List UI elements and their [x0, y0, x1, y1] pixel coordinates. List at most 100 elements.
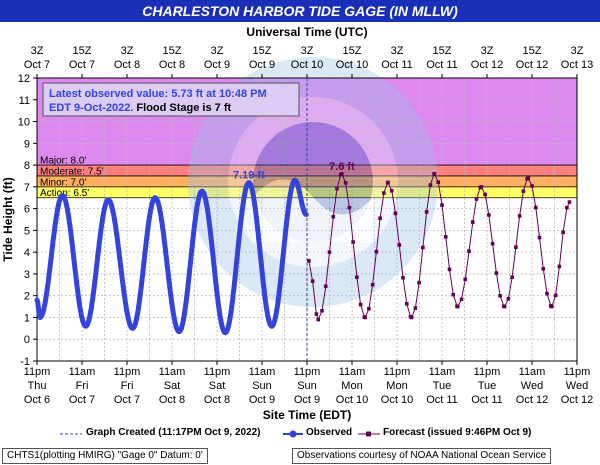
- info-box-frame: [42, 82, 300, 117]
- forecast-point: [550, 304, 554, 309]
- forecast-point: [521, 189, 526, 193]
- top-tick-label-time: 15Z: [253, 45, 272, 57]
- legend-forecast: Forecast (issued 9:46PM Oct 9): [383, 427, 532, 438]
- forecast-point: [316, 317, 321, 322]
- forecast-point: [331, 214, 336, 219]
- forecast-point: [517, 214, 522, 218]
- bottom-tick-label-day: Thu: [28, 380, 47, 392]
- peak-label: 7.6 ft: [329, 161, 355, 173]
- forecast-point: [537, 235, 542, 240]
- top-tick-label-date: Oct 12: [471, 59, 503, 71]
- forecast-point: [510, 275, 514, 279]
- y-tick-label: 6: [24, 204, 30, 216]
- bottom-tick-label-time: 11pm: [24, 366, 51, 378]
- bottom-tick-label-day: Sat: [209, 380, 226, 392]
- forecast-point: [386, 180, 390, 185]
- band-label-action: Action: 6.5': [40, 188, 89, 199]
- bottom-tick-label-time: 11am: [249, 366, 276, 378]
- top-tick-label-time: 15Z: [73, 45, 92, 57]
- y-tick-label: 7: [24, 182, 30, 194]
- bottom-tick-label-date: Oct 12: [561, 394, 593, 406]
- forecast-point: [367, 306, 371, 311]
- forecast-point: [436, 180, 441, 184]
- top-tick-label-date: Oct 8: [159, 59, 185, 71]
- forecast-point: [310, 279, 315, 283]
- bottom-tick-label-time: 11pm: [384, 366, 411, 378]
- top-tick-label-time: 3Z: [391, 45, 404, 57]
- top-tick-label-time: 3Z: [481, 45, 494, 57]
- forecast-point: [404, 301, 409, 306]
- bottom-tick-label-day: Tue: [433, 380, 452, 392]
- forecast-point: [370, 282, 375, 287]
- forecast-point: [467, 249, 471, 253]
- bottom-tick-label-time: 11pm: [204, 366, 231, 378]
- bottom-axis-title: Site Time (EDT): [263, 408, 351, 422]
- forecast-point: [474, 197, 479, 201]
- forecast-point: [514, 245, 518, 249]
- forecast-point: [502, 304, 507, 309]
- y-tick-label: 8: [24, 160, 30, 172]
- top-tick-label-time: 15Z: [343, 45, 362, 57]
- top-tick-label-time: 3Z: [301, 45, 314, 57]
- forecast-point: [421, 245, 425, 250]
- forecast-point: [553, 293, 558, 298]
- top-tick-label-date: Oct 13: [561, 59, 593, 71]
- forecast-point: [526, 176, 531, 180]
- bottom-tick-label-time: 11am: [69, 366, 96, 378]
- forecast-point: [541, 266, 546, 271]
- bottom-tick-label-date: Oct 10: [336, 394, 368, 406]
- forecast-point: [470, 220, 475, 224]
- top-tick-label-date: Oct 8: [114, 59, 140, 71]
- bottom-tick-label-date: Oct 12: [516, 394, 548, 406]
- forecast-point: [455, 304, 460, 309]
- bottom-tick-label-date: Oct 8: [204, 394, 230, 406]
- forecast-point: [413, 306, 418, 310]
- forecast-point: [428, 183, 433, 187]
- forecast-point: [389, 188, 394, 193]
- top-tick-label-date: Oct 10: [336, 59, 368, 71]
- bottom-tick-label-date: Oct 11: [471, 394, 503, 406]
- bottom-tick-label-day: Sun: [252, 380, 272, 392]
- legend-graph-created: Graph Created (11:17PM Oct 9, 2022): [86, 427, 261, 438]
- forecast-point: [343, 181, 348, 185]
- forecast-point: [494, 271, 499, 275]
- forecast-point: [498, 294, 502, 298]
- forecast-point: [483, 192, 487, 197]
- tide-chart: Major: 8.0'Moderate: 7.5'Minor: 7.0'Acti…: [1, 25, 593, 422]
- observation-credit: Observations courtesy of NOAA National O…: [292, 448, 552, 464]
- forecast-point: [440, 203, 444, 207]
- top-tick-label-time: 15Z: [163, 45, 182, 57]
- forecast-point: [447, 267, 452, 272]
- forecast-point: [307, 259, 311, 263]
- forecast-point: [545, 291, 549, 296]
- info-line-2: EDT 9-Oct-2022. Flood Stage is 7 ft: [49, 102, 231, 114]
- bottom-tick-label-date: Oct 6: [24, 394, 50, 406]
- bottom-tick-label-time: 11am: [339, 366, 366, 378]
- y-tick-label: 10: [18, 117, 30, 129]
- latest-value-box: Latest observed value: 5.73 ft at 10:48 …: [42, 82, 300, 117]
- top-tick-label-date: Oct 7: [24, 59, 50, 71]
- forecast-point: [490, 241, 495, 246]
- y-tick-label: 4: [24, 247, 30, 259]
- forecast-point: [487, 213, 491, 217]
- status-bar: CHTS1(plotting HMIRG) "Gage 0" Datum: 0'…: [0, 447, 600, 465]
- forecast-point: [561, 230, 565, 235]
- top-tick-label-time: 3Z: [31, 45, 44, 57]
- forecast-point: [463, 277, 468, 281]
- y-axis-title: Tide Height (ft): [1, 177, 15, 261]
- bottom-tick-label-time: 11pm: [114, 366, 141, 378]
- top-tick-label-date: Oct 11: [381, 59, 413, 71]
- band-minor: [37, 175, 577, 187]
- forecast-point: [401, 275, 405, 280]
- observed-line: [34, 177, 309, 336]
- band-label-moderate: Moderate: 7.5': [40, 166, 104, 177]
- forecast-point: [479, 185, 484, 189]
- top-tick-label-date: Oct 9: [249, 59, 275, 71]
- bottom-tick-label-date: Oct 7: [114, 394, 140, 406]
- forecast-point: [363, 315, 367, 320]
- bottom-tick-label-date: Oct 9: [249, 394, 275, 406]
- bottom-tick-label-date: Oct 10: [381, 394, 413, 406]
- forecast-point: [323, 284, 328, 289]
- top-tick-label-time: 3Z: [571, 45, 584, 57]
